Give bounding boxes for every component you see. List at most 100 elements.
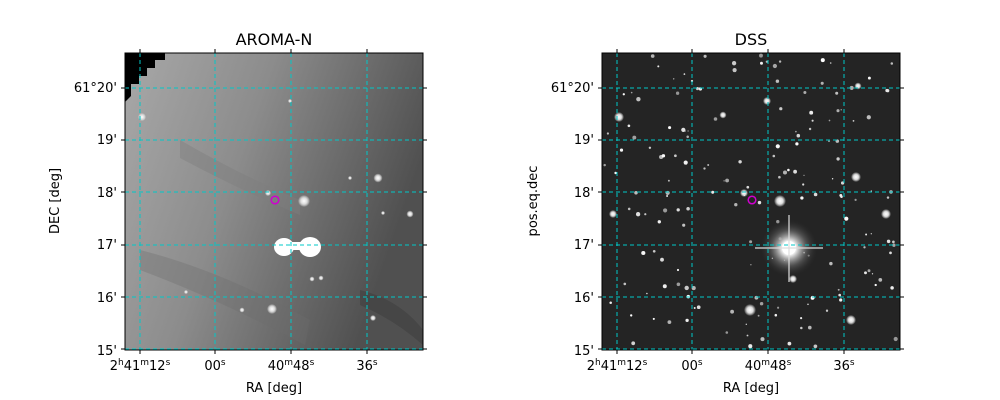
faint-star <box>685 318 689 323</box>
faint-star <box>696 305 701 310</box>
y-tick-label: 15' <box>574 344 594 359</box>
y-tick-label: 61°20' <box>74 81 117 96</box>
faint-star <box>707 164 710 166</box>
star <box>239 307 245 313</box>
faint-star <box>630 314 633 317</box>
faint-star <box>849 85 854 90</box>
y-tick-label: 17' <box>574 238 594 253</box>
faint-star <box>828 140 830 143</box>
faint-star <box>800 196 804 200</box>
faint-star <box>738 160 742 164</box>
x-tick-label: 2h41m12s <box>587 358 648 374</box>
faint-star <box>754 295 759 300</box>
y-tick-label: 18' <box>574 186 594 201</box>
faint-star <box>749 240 753 244</box>
faint-star <box>892 240 895 244</box>
faint-star <box>840 109 842 111</box>
x-tick-label: 40m48s <box>745 358 792 374</box>
faint-star <box>703 167 706 170</box>
faint-star <box>648 146 652 149</box>
faint-star <box>731 61 737 66</box>
faint-star <box>652 317 655 320</box>
faint-star <box>745 323 747 325</box>
faint-star <box>727 179 729 181</box>
star <box>881 209 891 219</box>
faint-star <box>889 251 892 255</box>
faint-star <box>800 326 803 330</box>
star <box>614 112 624 122</box>
faint-star <box>829 261 833 266</box>
faint-star <box>603 163 606 167</box>
star <box>763 97 771 105</box>
faint-star <box>682 223 686 227</box>
faint-star <box>623 282 627 286</box>
faint-star <box>793 169 797 174</box>
faint-star <box>632 135 637 140</box>
faint-star <box>878 278 883 282</box>
y-tick-label: 16' <box>97 291 117 306</box>
faint-star <box>772 63 778 69</box>
faint-star <box>713 117 718 121</box>
faint-star <box>871 273 874 275</box>
x-tick-label: 2h41m12s <box>110 358 171 374</box>
tick-marks <box>121 49 427 354</box>
bright-source-bridge <box>284 242 310 250</box>
image-blank-corner <box>125 53 165 102</box>
grid-lines <box>602 53 900 350</box>
x-tick-label: 36s <box>356 358 378 374</box>
faint-star <box>662 284 667 289</box>
faint-star <box>810 295 815 300</box>
image-streak <box>360 290 423 345</box>
star <box>851 172 861 182</box>
faint-star <box>765 60 768 63</box>
x-tick-label: 00s <box>204 358 226 374</box>
faint-star <box>644 213 647 216</box>
faint-star <box>686 206 690 211</box>
panel-title: DSS <box>735 30 768 49</box>
faint-star <box>683 73 686 75</box>
faint-star <box>634 191 638 195</box>
faint-star <box>675 91 680 95</box>
star <box>348 176 352 180</box>
faint-star <box>829 62 832 64</box>
y-tick-label: 19' <box>574 133 594 148</box>
faint-star <box>813 192 818 197</box>
faint-star <box>748 344 753 349</box>
x-tick-label: 00s <box>681 358 703 374</box>
faint-star <box>663 208 668 213</box>
y-tick-label: 16' <box>574 291 594 306</box>
faint-star <box>711 190 715 194</box>
faint-star <box>836 109 840 113</box>
faint-star <box>641 250 646 256</box>
tick-marks <box>598 49 904 354</box>
y-axis-label: pos.eq.dec <box>526 166 541 237</box>
star <box>381 211 385 215</box>
panel-title: AROMA-N <box>236 30 313 49</box>
faint-star <box>636 97 641 102</box>
faint-star <box>730 309 735 314</box>
faint-star <box>703 54 707 58</box>
y-tick-labels: 61°20' 19' 18' 17' 16' 15' <box>74 81 117 359</box>
target-marker <box>270 195 280 205</box>
star <box>309 276 315 282</box>
faint-star <box>863 246 866 249</box>
star <box>774 195 786 207</box>
axes-frame <box>124 52 424 351</box>
faint-star <box>866 115 871 120</box>
faint-star <box>808 127 812 131</box>
faint-star <box>681 127 686 132</box>
y-tick-label: 15' <box>97 344 117 359</box>
faint-star <box>630 91 633 94</box>
y-tick-label: 19' <box>97 133 117 148</box>
faint-star <box>657 220 661 224</box>
image-area <box>125 53 423 350</box>
faint-star <box>885 88 889 93</box>
grid-lines <box>125 53 423 350</box>
faint-star <box>865 233 868 236</box>
y-tick-labels: 61°20' 19' 18' 17' 16' 15' <box>551 81 594 359</box>
faint-star <box>661 154 666 158</box>
faint-star <box>676 208 680 212</box>
image-noise <box>602 53 900 350</box>
y-tick-label: 18' <box>97 186 117 201</box>
faint-star <box>840 181 845 185</box>
